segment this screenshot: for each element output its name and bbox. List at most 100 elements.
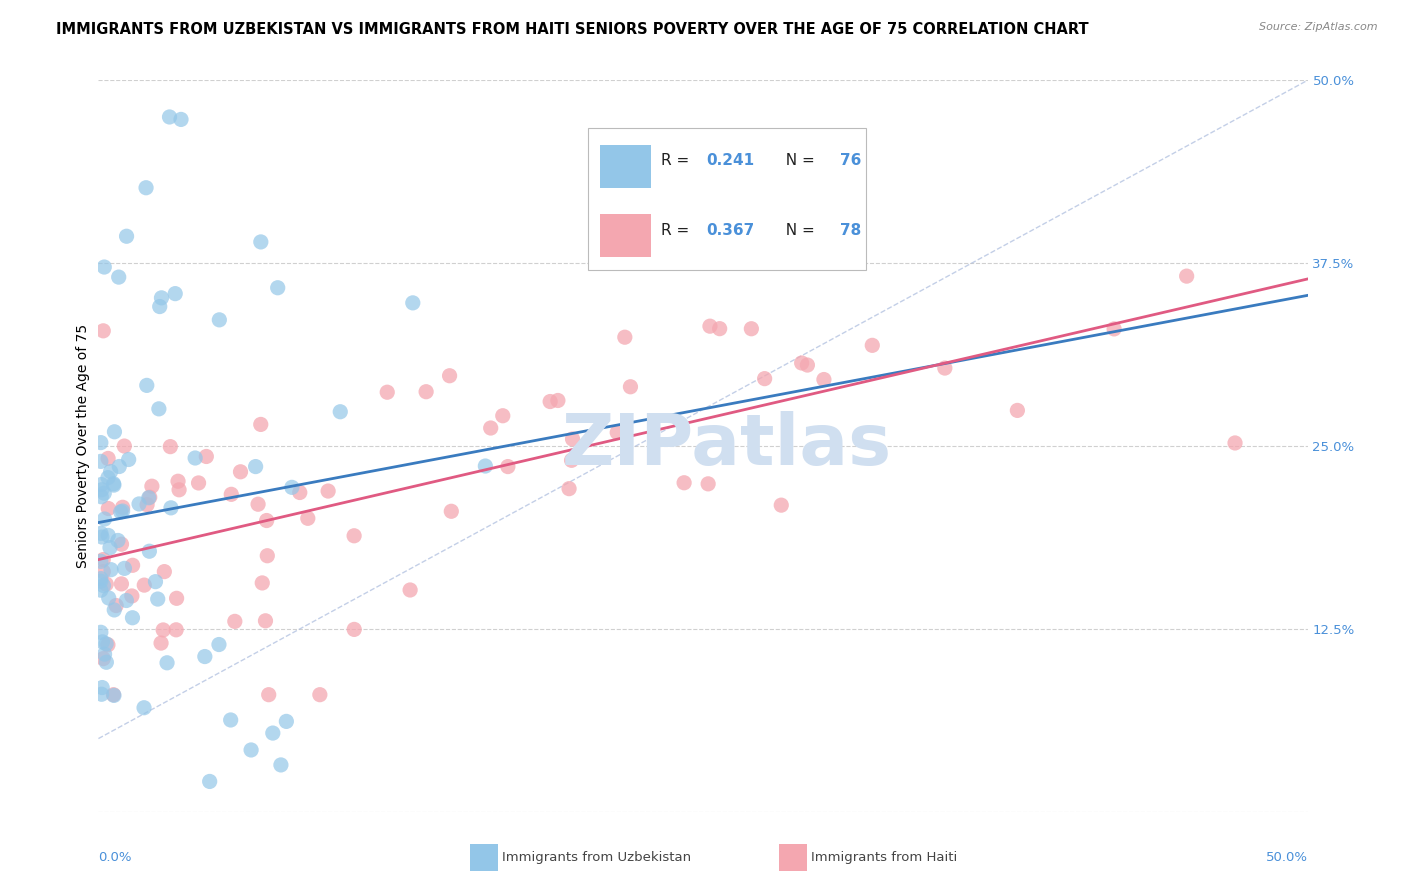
Text: 0.241: 0.241 <box>707 153 755 169</box>
Point <box>195 450 218 464</box>
Point <box>1223 436 1246 450</box>
Point <box>94 637 117 651</box>
Point <box>399 582 422 597</box>
Point <box>148 401 170 416</box>
Point <box>184 450 207 465</box>
Point <box>103 425 125 439</box>
Point <box>96 655 118 669</box>
Point <box>118 452 141 467</box>
Point <box>1175 269 1198 284</box>
Point <box>561 453 583 467</box>
Point <box>107 533 129 548</box>
Point <box>98 541 121 555</box>
Point <box>754 371 776 385</box>
Point <box>93 578 115 592</box>
Point <box>114 561 136 575</box>
Point <box>103 689 125 703</box>
Point <box>90 554 112 568</box>
Point <box>159 110 181 124</box>
Point <box>281 480 304 494</box>
Text: R =: R = <box>661 153 693 169</box>
Point <box>93 647 115 661</box>
Point <box>138 491 160 505</box>
Point <box>91 565 114 579</box>
Point <box>250 235 273 249</box>
Point <box>141 479 163 493</box>
Point <box>111 504 134 518</box>
Point <box>97 470 120 484</box>
Point <box>146 592 169 607</box>
Point <box>90 477 112 491</box>
Text: Source: ZipAtlas.com: Source: ZipAtlas.com <box>1260 22 1378 32</box>
Point <box>93 260 115 274</box>
Text: Immigrants from Haiti: Immigrants from Haiti <box>811 851 957 863</box>
Point <box>170 112 193 127</box>
Point <box>1102 322 1125 336</box>
Point <box>91 324 114 338</box>
Point <box>110 537 132 551</box>
Point <box>198 774 221 789</box>
Point <box>91 552 114 566</box>
Point <box>97 638 120 652</box>
Point <box>308 688 330 702</box>
Point <box>247 497 270 511</box>
Point <box>934 361 956 376</box>
Point <box>440 504 463 518</box>
Point <box>240 743 263 757</box>
Point <box>156 656 179 670</box>
Point <box>474 458 496 473</box>
Point <box>439 368 461 383</box>
Point <box>97 451 120 466</box>
Point <box>152 623 174 637</box>
Text: 78: 78 <box>839 223 860 238</box>
Point <box>103 688 125 702</box>
Point <box>229 465 252 479</box>
Point <box>252 576 274 591</box>
Point <box>100 563 122 577</box>
Point <box>138 490 160 504</box>
Point <box>208 313 231 327</box>
Point <box>538 394 561 409</box>
Point <box>121 611 143 625</box>
Point <box>770 498 793 512</box>
Text: N =: N = <box>776 153 820 169</box>
Point <box>110 505 132 519</box>
Point <box>673 475 696 490</box>
FancyBboxPatch shape <box>600 145 651 188</box>
Point <box>159 440 181 454</box>
Point <box>740 322 762 336</box>
Point <box>343 623 366 637</box>
Point <box>297 511 319 525</box>
Point <box>187 475 209 490</box>
Point <box>606 425 628 440</box>
Point <box>145 574 167 589</box>
Point <box>90 530 112 544</box>
Point <box>860 338 883 352</box>
Point <box>288 485 311 500</box>
Point <box>93 512 115 526</box>
Point <box>96 577 118 591</box>
Point <box>249 417 271 432</box>
Point <box>267 281 290 295</box>
Point <box>103 476 125 491</box>
Point <box>90 687 112 701</box>
Point <box>256 549 278 563</box>
FancyBboxPatch shape <box>600 214 651 257</box>
Point <box>150 636 173 650</box>
Point <box>136 498 159 512</box>
Text: 50.0%: 50.0% <box>1265 851 1308 863</box>
Point <box>194 649 217 664</box>
Point <box>90 490 112 504</box>
Point <box>90 526 112 541</box>
Point <box>90 454 112 468</box>
Point <box>90 583 112 598</box>
Point <box>257 688 280 702</box>
Point <box>160 500 183 515</box>
Point <box>105 599 128 613</box>
Point <box>558 482 581 496</box>
Point <box>91 681 114 695</box>
Point <box>112 439 135 453</box>
Point <box>153 565 176 579</box>
Point <box>492 409 515 423</box>
Point <box>97 591 120 605</box>
